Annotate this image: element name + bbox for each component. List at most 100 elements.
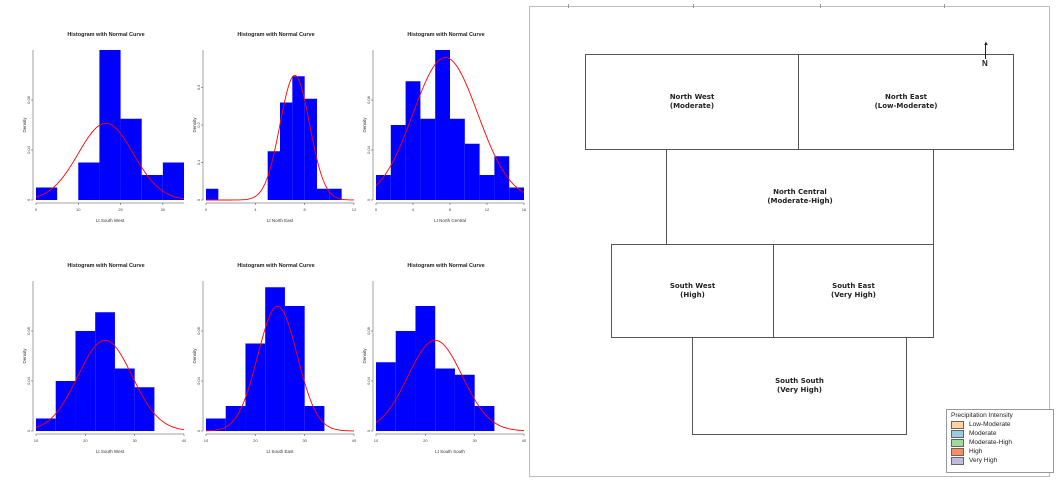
zone-south-south[interactable]: South South (Very High)	[692, 337, 907, 435]
x-tick-label: 30	[472, 438, 477, 443]
x-tick-label: 30	[161, 207, 166, 212]
legend-item: Moderate	[951, 429, 1049, 438]
legend-label: Moderate	[969, 430, 997, 437]
histogram-5: Histogram with Normal Curve 10 20 30 40 0 0.04…	[192, 255, 360, 475]
x-tick-label: 8	[449, 207, 452, 212]
x-tick-label: 20	[253, 438, 258, 443]
x-axis-label: Lt South East	[266, 449, 294, 454]
x-axis-label: Lt North Central	[434, 218, 466, 223]
y-tick-label: 0.2	[196, 121, 201, 127]
x-tick-label: 10	[204, 438, 209, 443]
histogram-bar	[450, 118, 465, 200]
x-tick-label: 16	[522, 207, 527, 212]
histogram-bar	[435, 50, 450, 200]
histogram-bar	[420, 118, 436, 200]
histogram-1: Histogram with Normal Curve 0 10 20 30 0 0.04 0…	[22, 24, 190, 244]
y-tick-label: 0.1	[196, 159, 201, 165]
histogram-bar	[206, 418, 226, 431]
histogram-bar	[464, 143, 480, 200]
chart-title: Histogram with Normal Curve	[67, 263, 144, 269]
y-tick-label: 0	[26, 429, 31, 432]
x-axis-label: Lt South West	[96, 449, 125, 454]
histogram-6: Histogram with Normal Curve 10 20 30 40 0 0.04…	[362, 255, 530, 475]
y-tick-label: 0.08	[366, 95, 371, 104]
histogram-bar	[280, 102, 293, 200]
histogram-bar	[267, 151, 280, 200]
legend-label: Very High	[969, 457, 998, 464]
y-tick-label: 0	[196, 429, 201, 432]
legend-swatch	[951, 438, 964, 447]
y-tick-label: 0.08	[196, 326, 201, 335]
x-tick-label: 20	[423, 438, 428, 443]
chart-title: Histogram with Normal Curve	[407, 263, 484, 269]
zone-north-central[interactable]: North Central (Moderate-High)	[666, 149, 934, 245]
histogram-svg: Histogram with Normal Curve 10 20 30 40 0 0.04…	[362, 263, 527, 454]
legend: Precipitation Intensity Low-Moderate Mod…	[946, 409, 1054, 473]
histogram-svg: Histogram with Normal Curve 0 10 20 30 0 0.04 0…	[22, 32, 185, 223]
histogram-bar	[390, 125, 406, 200]
histogram-3: Histogram with Normal Curve 0 4 8 12 16 0 0.04 0…	[362, 24, 530, 244]
histogram-bar	[78, 162, 100, 200]
histogram-svg: Histogram with Normal Curve 10 20 30 40 0 0.04…	[22, 263, 187, 454]
legend-item: High	[951, 447, 1049, 456]
histogram-bar	[55, 381, 76, 431]
zone-label: South East (Very High)	[831, 282, 876, 299]
histogram-2: Histogram with Normal Curve 0 4 8 12 0 0.1 0.2 0…	[192, 24, 360, 244]
y-tick-label: 0	[366, 198, 371, 201]
histogram-bar	[162, 162, 184, 200]
zone-label: North Central (Moderate-High)	[767, 188, 833, 205]
histogram-bar	[329, 188, 342, 200]
y-tick-label: 0.08	[26, 326, 31, 335]
x-axis-label: Lt North East	[267, 218, 294, 223]
zone-label: North East (Low-Moderate)	[874, 93, 938, 110]
x-tick-label: 4	[412, 207, 415, 212]
legend-label: Low-Moderate	[969, 421, 1011, 428]
north-label: N	[982, 59, 988, 68]
histogram-bar	[284, 306, 305, 431]
histogram-bar	[479, 175, 495, 200]
y-tick-label: 0.04	[26, 376, 31, 385]
frame-tick	[820, 4, 821, 8]
x-tick-label: 40	[182, 438, 187, 443]
histogram-bar	[304, 98, 317, 200]
legend-item: Very High	[951, 456, 1049, 465]
x-tick-label: 4	[254, 207, 257, 212]
x-tick-label: 10	[374, 438, 379, 443]
histogram-bar	[454, 374, 475, 431]
histogram-bar	[292, 76, 305, 200]
histogram-bar	[36, 187, 58, 200]
y-tick-label: 0.04	[26, 145, 31, 154]
legend-label: Moderate-High	[969, 439, 1012, 446]
x-tick-label: 0	[35, 207, 38, 212]
zone-label: North West (Moderate)	[669, 93, 715, 110]
histogram-bar	[509, 187, 524, 200]
zone-south-west[interactable]: South West (High)	[611, 244, 774, 338]
histogram-bar	[120, 118, 142, 200]
histogram-bar	[474, 406, 495, 431]
zone-south-east[interactable]: South East (Very High)	[773, 244, 934, 338]
legend-swatch	[951, 456, 964, 465]
x-tick-label: 12	[352, 207, 357, 212]
x-axis-label: Lt South South	[435, 449, 465, 454]
zone-north-west[interactable]: North West (Moderate)	[585, 54, 799, 150]
histogram-bar	[304, 406, 325, 431]
region-map: North West (Moderate) North East (Low-Mo…	[529, 4, 1054, 477]
y-tick-label: 0.08	[366, 326, 371, 335]
frame-tick	[693, 4, 694, 8]
histogram-bar	[99, 50, 121, 200]
y-axis-label: Density	[192, 348, 197, 364]
y-axis-label: Density	[22, 348, 27, 364]
legend-swatch	[951, 429, 964, 438]
histogram-bar	[317, 188, 330, 200]
north-arrow-icon: ▲ N	[982, 41, 989, 68]
y-tick-label: 0	[366, 429, 371, 432]
histogram-bar	[245, 343, 266, 431]
normal-curve	[35, 339, 185, 431]
chart-title: Histogram with Normal Curve	[237, 263, 314, 269]
legend-swatch	[951, 447, 964, 456]
histogram-bar	[75, 331, 96, 431]
histogram-bar	[95, 312, 115, 431]
x-tick-label: 10	[76, 207, 81, 212]
x-tick-label: 10	[34, 438, 39, 443]
x-tick-label: 0	[375, 207, 378, 212]
